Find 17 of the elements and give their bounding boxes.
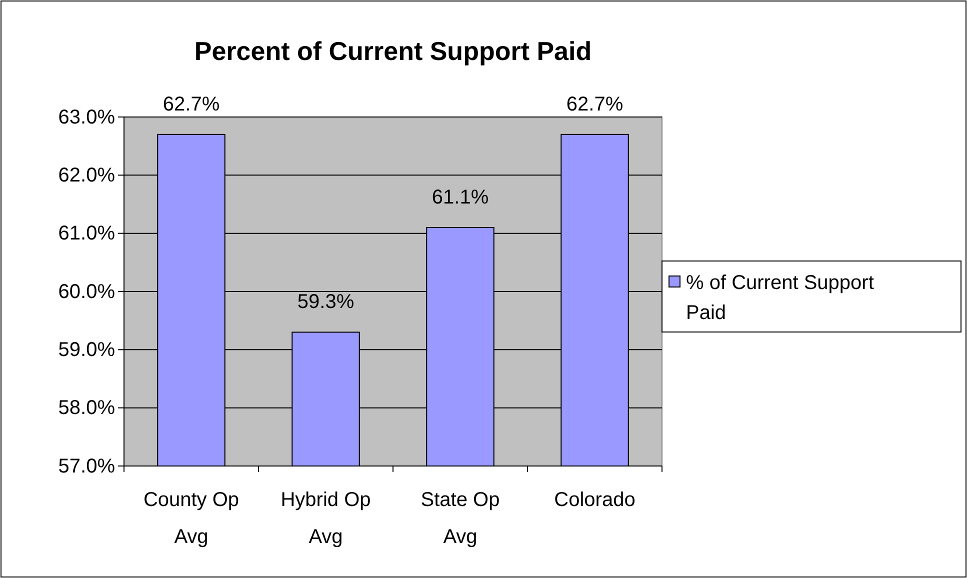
x-tick-label: Colorado	[554, 489, 636, 511]
x-tick-label: Hybrid Op Avg	[280, 489, 371, 548]
legend-label: % of Current Support Paid	[686, 272, 874, 324]
data-label: 59.3%	[297, 291, 354, 314]
y-tick-label: 58.0%	[58, 397, 116, 420]
x-tick-label: County Op Avg	[143, 489, 240, 548]
x-tick-label: State Op Avg	[420, 489, 500, 548]
data-label: 62.7%	[566, 93, 624, 116]
y-tick-label: 59.0%	[58, 339, 116, 362]
chart-title: Percent of Current Support Paid	[194, 36, 592, 66]
data-label: 61.1%	[432, 186, 489, 209]
y-tick-label: 62.0%	[58, 164, 116, 187]
y-tick-label: 60.0%	[58, 280, 116, 303]
data-label: 62.7%	[162, 93, 220, 116]
y-tick-label: 61.0%	[58, 222, 116, 245]
y-tick-label: 57.0%	[58, 455, 116, 478]
y-tick-label: 63.0%	[58, 106, 116, 128]
